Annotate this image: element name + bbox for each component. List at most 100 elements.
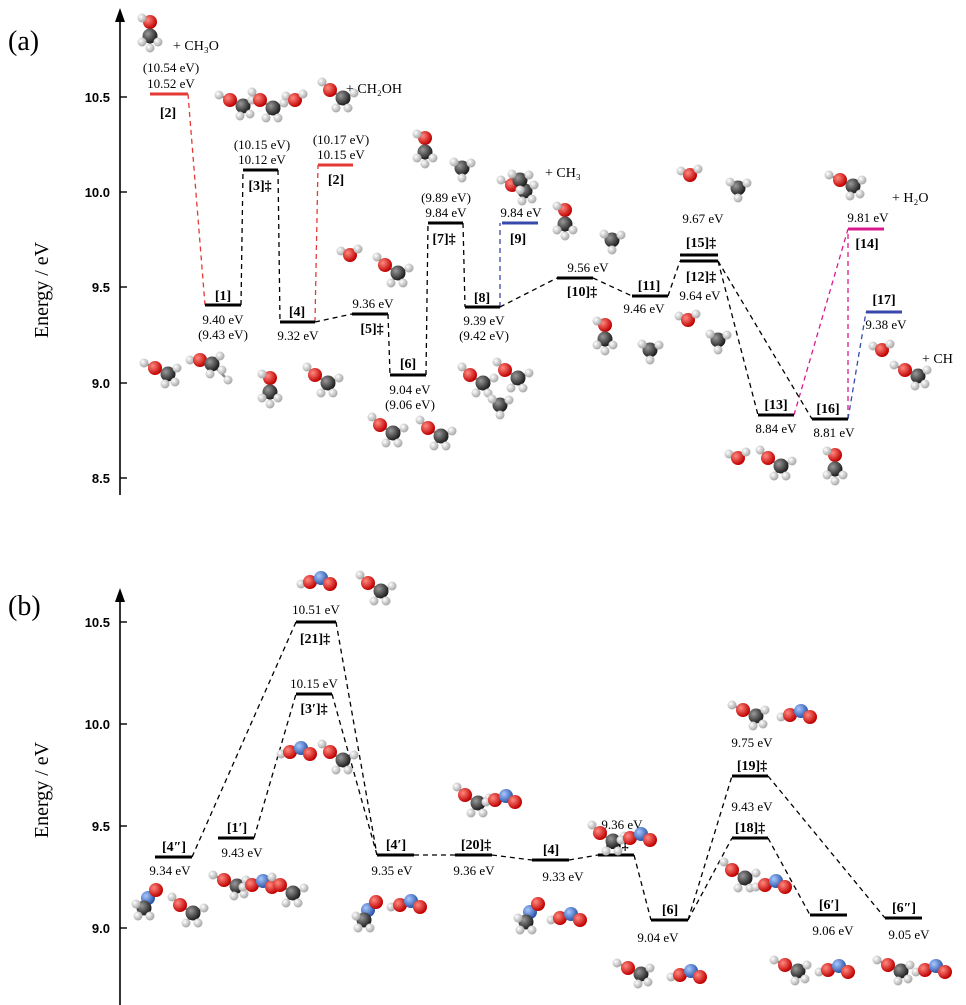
atom <box>557 216 573 232</box>
atom <box>592 316 602 326</box>
molecule-model <box>302 362 344 398</box>
energy-label: 9.46 eV <box>623 301 665 316</box>
atom <box>893 963 909 979</box>
atom <box>693 970 707 984</box>
connector-line <box>568 854 599 861</box>
atom <box>369 596 379 606</box>
atom <box>131 899 141 909</box>
atom <box>573 913 587 927</box>
molecule-model <box>868 339 895 357</box>
molecule-model <box>587 820 629 856</box>
atom <box>367 412 377 422</box>
atom <box>830 476 840 486</box>
y-axis-arrow-icon <box>115 8 125 22</box>
energy-label: 9.39 eV <box>463 313 505 328</box>
molecule-model <box>724 447 751 465</box>
connector-line <box>667 260 681 297</box>
atom <box>527 194 537 204</box>
energy-label: 8.84 eV <box>755 421 797 436</box>
tick-label: 10.5 <box>85 90 110 105</box>
atom <box>160 379 170 389</box>
connector-line <box>462 222 466 308</box>
atom <box>303 575 317 589</box>
atom <box>441 441 451 451</box>
state-id: [17] <box>872 293 895 308</box>
atom <box>790 963 806 979</box>
atom <box>343 248 357 262</box>
atom <box>217 365 227 375</box>
molecule-model <box>592 316 618 356</box>
molecule-model <box>552 201 578 241</box>
state-id: [19]‡ <box>737 759 767 774</box>
y-axis-label: Energy / eV <box>31 241 53 338</box>
atom <box>466 808 476 818</box>
atom <box>495 410 505 420</box>
atom <box>604 232 620 248</box>
energy-label-alt: (10.17 eV) <box>313 132 369 147</box>
atom <box>783 708 797 722</box>
state-id: [2] <box>160 106 176 121</box>
pathway-connectors <box>187 93 867 420</box>
atom <box>790 976 800 986</box>
atom <box>498 363 512 377</box>
atom <box>597 331 613 347</box>
atom <box>320 375 336 391</box>
connector-line <box>314 164 319 323</box>
molecule-model <box>372 252 414 288</box>
atom <box>778 880 792 894</box>
molecule-model <box>257 369 283 409</box>
atom <box>637 339 647 349</box>
molecule-model <box>616 827 657 847</box>
energy-label: 9.67 eV <box>682 211 724 226</box>
atom <box>875 343 889 357</box>
state-id: [2] <box>328 173 344 188</box>
atom <box>489 373 499 383</box>
atom <box>612 958 622 968</box>
tick-label: 9.5 <box>92 819 110 834</box>
panel-b: (b) 10.5 10.0 9.5 9.0 Energy / eV <box>8 588 930 1005</box>
atom <box>447 426 457 436</box>
panel-a: (a) 10.5 10.0 9.5 9.0 8.5 Energy / eV <box>8 8 953 495</box>
atom <box>616 230 626 240</box>
atom <box>758 719 768 729</box>
atom <box>881 958 895 972</box>
atom <box>257 393 267 403</box>
atom <box>527 925 537 935</box>
energy-label: 9.40 eV <box>202 312 244 327</box>
atom <box>420 159 430 169</box>
atom <box>872 955 882 965</box>
atom <box>760 705 770 715</box>
connector-line <box>425 222 429 376</box>
atom <box>748 721 758 731</box>
molecule-model <box>719 857 761 893</box>
atom <box>334 373 344 383</box>
atom <box>323 577 337 591</box>
atom <box>372 252 382 262</box>
energy-label: 9.04 eV <box>389 382 431 397</box>
atom <box>433 428 449 444</box>
atom <box>193 918 203 928</box>
atom <box>229 891 239 901</box>
atom <box>613 846 623 856</box>
atom <box>429 441 439 451</box>
atom <box>841 965 855 979</box>
molecule-model <box>637 339 664 365</box>
atom <box>845 191 855 201</box>
atom <box>781 471 791 481</box>
atom <box>185 355 195 365</box>
atom <box>204 356 220 372</box>
atom <box>769 955 779 965</box>
atom <box>488 793 502 807</box>
atom <box>898 363 912 377</box>
atom <box>458 788 472 802</box>
atom <box>605 833 621 849</box>
state-id: [4′] <box>386 838 406 853</box>
energy-label: 10.52 eV <box>147 76 195 91</box>
molecule-model <box>137 13 163 53</box>
atom <box>413 900 427 914</box>
atom <box>137 37 147 47</box>
atom <box>803 710 817 724</box>
atom <box>475 375 491 391</box>
atom <box>478 808 488 818</box>
atom <box>261 113 271 123</box>
